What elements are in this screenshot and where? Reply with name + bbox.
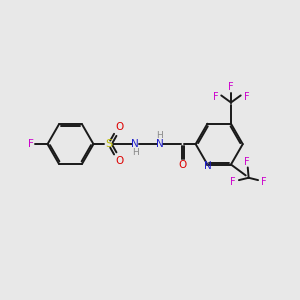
Text: F: F	[213, 92, 218, 102]
Text: F: F	[28, 139, 34, 149]
Text: O: O	[178, 160, 187, 170]
Text: F: F	[244, 92, 249, 102]
Text: O: O	[115, 156, 123, 166]
Text: N: N	[131, 139, 139, 149]
Text: H: H	[133, 148, 139, 157]
Text: F: F	[244, 157, 250, 166]
Text: F: F	[228, 82, 234, 92]
Text: F: F	[261, 177, 267, 187]
Text: H: H	[156, 131, 163, 140]
Text: S: S	[105, 139, 112, 149]
Text: O: O	[115, 122, 123, 132]
Text: N: N	[203, 161, 211, 171]
Text: N: N	[156, 139, 164, 149]
Text: F: F	[230, 177, 236, 187]
